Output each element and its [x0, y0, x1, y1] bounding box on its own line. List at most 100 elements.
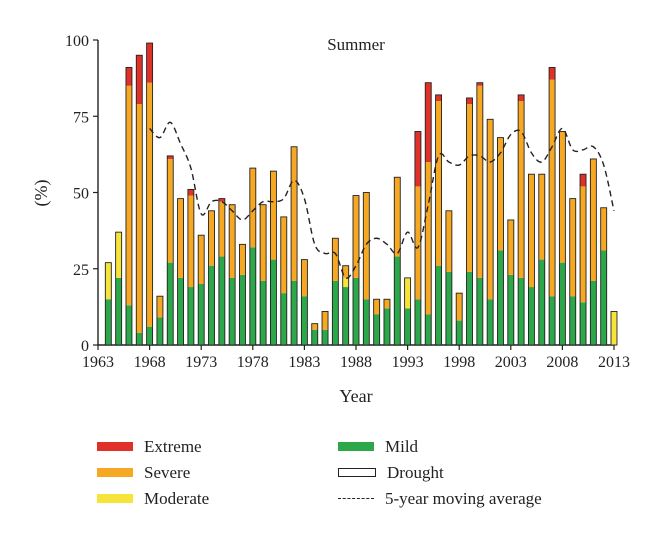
legend-swatch-mild [338, 442, 374, 451]
bar-segment-moderate [115, 232, 122, 278]
x-tick-label: 2003 [495, 354, 527, 371]
bar-drought-outline [187, 188, 195, 346]
ticks: 1963 1968 1973 1978 1983 1988 1993 1998 2003 2008… [65, 33, 630, 371]
bar-drought-outline [373, 298, 381, 346]
bar-segment-mild [445, 271, 452, 345]
bar-segment-severe [538, 174, 545, 260]
bar-segment-mild [559, 262, 566, 345]
bar-segment-extreme [549, 67, 556, 80]
bar-segment-extreme [218, 198, 225, 202]
bar-segment-mild [249, 247, 256, 345]
bar-segment-severe [167, 158, 174, 263]
bar-segment-mild [394, 256, 401, 345]
legend-swatch-moving-average [338, 498, 374, 499]
bar-segment-moderate [611, 311, 617, 345]
bar-drought-outline [135, 54, 143, 346]
bar-segment-severe [136, 104, 143, 333]
bar-segment-severe [476, 85, 483, 278]
legend-label-mild: Mild [385, 437, 419, 456]
bar-segment-severe [198, 235, 205, 284]
bar-segment-severe [456, 293, 463, 321]
bar-segment-extreme [435, 94, 442, 101]
x-tick-label: 1968 [134, 354, 166, 371]
bar-drought-outline [311, 323, 319, 346]
bar-segment-severe [156, 296, 163, 318]
x-tick-label: 1993 [392, 354, 424, 371]
bar-segment-severe [497, 137, 504, 251]
bar-segment-mild [456, 320, 463, 345]
bar-segment-severe [239, 244, 246, 275]
bar-segment-mild [198, 284, 205, 345]
bar-drought-outline [331, 237, 339, 346]
bar-drought-outline [517, 94, 525, 346]
bar-segment-severe [435, 101, 442, 266]
bar-segment-mild [187, 287, 194, 345]
bar-segment-mild [549, 296, 556, 345]
bar-drought-outline [259, 204, 267, 346]
bar-segment-mild [311, 329, 318, 345]
bar-segment-mild [414, 299, 421, 345]
bar-drought-outline [125, 66, 133, 346]
bar-segment-mild [363, 299, 370, 345]
bar-drought-outline [239, 243, 246, 346]
bar-segment-severe [569, 198, 576, 297]
bar-segment-severe [218, 201, 225, 257]
legend-label-drought: Drought [387, 463, 444, 482]
bar-segment-severe [518, 101, 525, 278]
bar-segment-mild [125, 305, 132, 345]
bar-segment-extreme [466, 97, 473, 105]
bar-segment-severe [311, 323, 318, 330]
bar-segment-mild [487, 299, 494, 345]
y-tick-label: 25 [73, 262, 89, 279]
bar-drought-outline [177, 198, 185, 346]
legend-swatch-extreme [97, 442, 133, 451]
bar-segment-extreme [414, 131, 421, 187]
y-tick-label: 0 [81, 338, 89, 355]
bar-segment-severe [466, 104, 473, 272]
y-tick-label: 50 [73, 186, 89, 203]
bar-segment-mild [383, 308, 390, 345]
bar-drought-outline [445, 210, 453, 346]
bar-segment-mild [600, 250, 607, 345]
bar-segment-severe [394, 177, 401, 257]
bar-drought-outline [321, 311, 329, 346]
bar-drought-outline [393, 176, 401, 346]
legend-item-moderate: Moderate [97, 490, 209, 507]
bar-segment-severe [177, 198, 184, 278]
bar-segment-mild [353, 277, 359, 345]
bar-segment-severe [332, 238, 339, 281]
bar-segment-severe [600, 207, 607, 251]
bar-segment-mild [291, 280, 298, 345]
bar-segment-mild [466, 271, 473, 345]
bar-segment-mild [229, 277, 236, 345]
legend-item-extreme: Extreme [97, 438, 202, 455]
bar-segment-severe [187, 195, 194, 288]
bar-segment-severe [280, 216, 287, 294]
bar-drought-outline [290, 146, 298, 346]
legend-item-moving-average: 5-year moving average [338, 490, 542, 507]
bar-segment-extreme [146, 43, 153, 83]
bar-segment-mild [507, 274, 514, 345]
bar-segment-mild [373, 314, 380, 345]
legend-swatch-drought [338, 468, 376, 477]
bars [104, 42, 618, 346]
bar-drought-outline [548, 66, 556, 346]
bar-drought-outline [115, 231, 123, 346]
bar-segment-mild [342, 287, 349, 345]
bar-segment-severe [291, 146, 298, 281]
bar-drought-outline [579, 173, 587, 346]
bar-drought-outline [218, 198, 226, 346]
bar-drought-outline [435, 94, 443, 346]
bar-segment-severe [507, 219, 514, 275]
bar-segment-extreme [187, 189, 194, 196]
x-tick-label: 1978 [237, 354, 269, 371]
bar-drought-outline [156, 295, 164, 346]
bar-segment-severe [528, 174, 535, 288]
y-tick-label: 100 [65, 33, 89, 50]
legend-label-extreme: Extreme [144, 437, 202, 456]
bar-segment-extreme [167, 155, 174, 159]
bar-segment-severe [342, 265, 349, 278]
bar-segment-severe [146, 82, 153, 327]
bar-segment-severe [125, 85, 132, 306]
bar-segment-mild [538, 259, 545, 345]
